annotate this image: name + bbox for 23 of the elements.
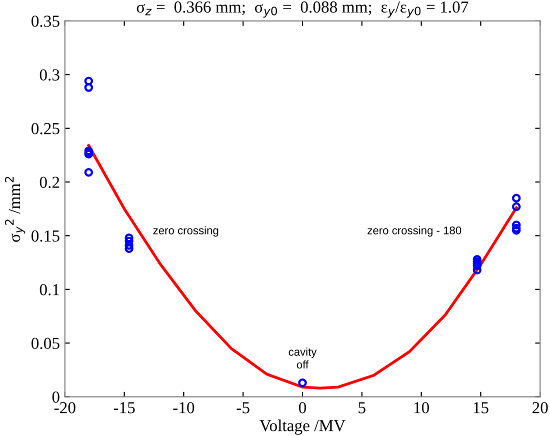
chart-title: σ$_{z}$ = 0.366 mm; σ$_{y0}$ = 0.088 mm; ε$_{y}$/ε$_{y0}$ = 1.07: [136, 1, 468, 18]
y-tick-label: 0.05: [32, 338, 60, 350]
x-tick-label: -20: [54, 402, 76, 414]
y-tick-label: 0: [52, 391, 60, 403]
y-tick-label: 0.3: [40, 69, 60, 81]
y-tick-label: 0.25: [32, 123, 60, 134]
x-tick-label: -15: [114, 402, 135, 414]
annotation: zero crossing - 180: [368, 226, 462, 237]
x-tick-label: 15: [474, 402, 488, 414]
x-tick-label: 10: [414, 402, 429, 414]
x-tick-label: -10: [173, 402, 194, 414]
y-tick-label: 0.15: [32, 230, 60, 242]
x-tick-label: 20: [532, 402, 548, 414]
x-tick-label: -5: [236, 402, 250, 414]
x-axis-title: Voltage /MV: [260, 420, 346, 435]
y-tick-label: 0.35: [32, 16, 60, 27]
x-tick-label: 5: [358, 402, 366, 414]
annotation: cavity off: [288, 348, 317, 369]
y-axis-title: σ$_{y}$$^{2}$ /mm$^{2}$: [4, 176, 26, 242]
y-tick-label: 0.1: [40, 284, 60, 296]
annotation: zero crossing: [153, 226, 218, 237]
x-tick-label: 0: [298, 402, 306, 414]
y-tick-label: 0.2: [40, 176, 60, 188]
